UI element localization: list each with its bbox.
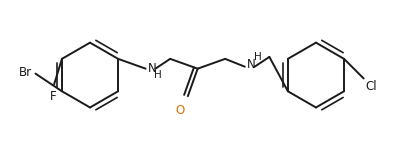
Text: Cl: Cl	[366, 81, 377, 93]
Text: Br: Br	[19, 66, 32, 79]
Text: N: N	[247, 58, 256, 71]
Text: H: H	[154, 70, 162, 80]
Text: O: O	[175, 104, 185, 117]
Text: F: F	[50, 90, 56, 103]
Text: H: H	[254, 52, 261, 62]
Text: N: N	[147, 62, 156, 75]
